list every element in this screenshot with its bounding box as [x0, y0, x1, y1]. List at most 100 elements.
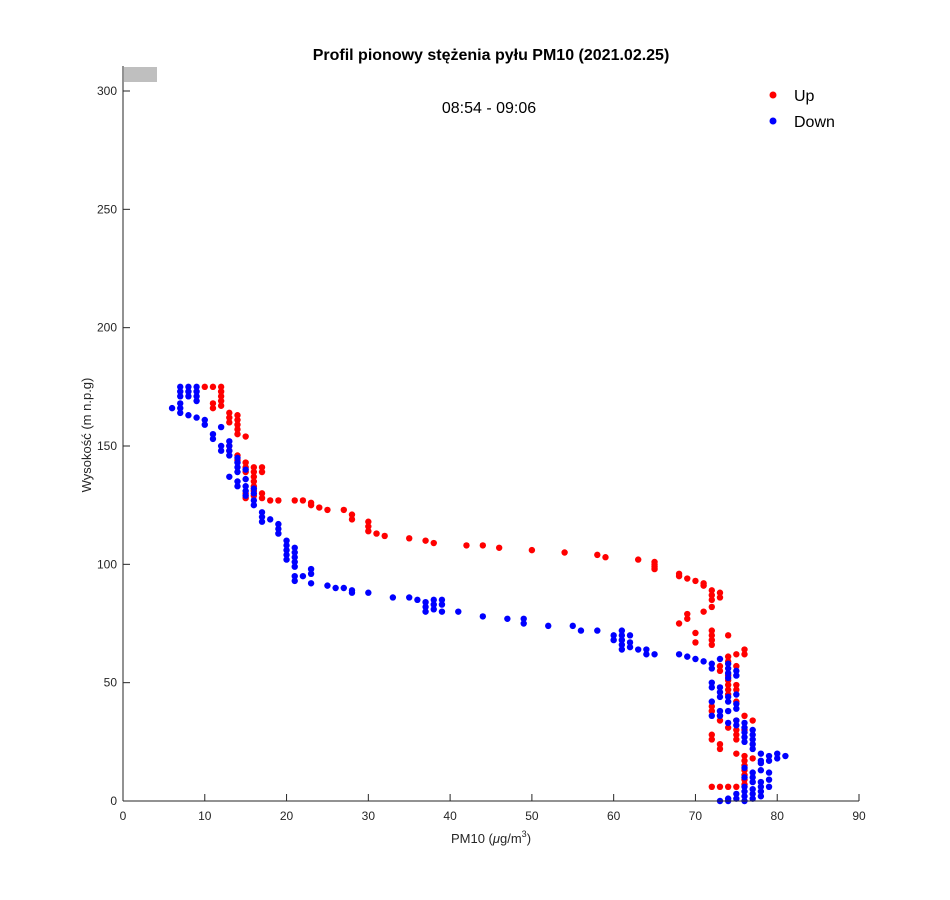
- data-point-up: [716, 783, 724, 790]
- data-point-down: [757, 793, 765, 800]
- data-point-up: [635, 556, 642, 563]
- data-point-down: [430, 606, 437, 613]
- data-point-down: [716, 655, 724, 663]
- data-point-down: [724, 670, 732, 677]
- data-point-down: [610, 636, 617, 644]
- data-point-up: [234, 416, 241, 424]
- data-point-up: [561, 549, 568, 556]
- data-point-down: [733, 700, 740, 708]
- x-tick-label: 70: [689, 809, 703, 823]
- data-point-down: [708, 665, 715, 672]
- y-tick-label: 250: [97, 202, 117, 216]
- x-axis-label-superscript: 3: [522, 829, 527, 839]
- data-point-up: [217, 397, 225, 405]
- data-point-down: [201, 416, 208, 424]
- data-point-down: [749, 778, 756, 786]
- data-point-up: [724, 632, 732, 639]
- data-point-up: [217, 393, 225, 400]
- data-point-down: [291, 554, 298, 561]
- data-point-down: [741, 764, 748, 772]
- data-point-down: [749, 769, 756, 776]
- data-point-up: [340, 506, 347, 514]
- data-point-down: [177, 393, 184, 400]
- data-point-up: [708, 591, 715, 599]
- data-point-down: [291, 577, 298, 585]
- y-tick-label: 300: [97, 84, 117, 98]
- data-point-down: [340, 584, 347, 592]
- data-point-down: [765, 769, 773, 776]
- data-point-up: [275, 497, 282, 504]
- x-tick-label: 10: [198, 809, 212, 823]
- data-point-up: [422, 537, 429, 544]
- data-point-up: [692, 629, 699, 637]
- data-point-up: [258, 494, 266, 502]
- data-point-up: [258, 490, 266, 497]
- data-point-down: [749, 795, 756, 802]
- data-point-down: [217, 447, 225, 454]
- legend-label-up: Up: [794, 88, 815, 105]
- data-point-down: [406, 594, 413, 601]
- data-point-down: [307, 565, 315, 573]
- data-point-down: [757, 759, 765, 767]
- data-point-up: [741, 757, 748, 764]
- data-point-up: [716, 662, 724, 670]
- y-tick-label: 150: [97, 439, 117, 453]
- data-point-up: [716, 594, 724, 601]
- data-point-down: [724, 795, 732, 802]
- data-point-down: [741, 783, 748, 790]
- x-tick-label: 0: [120, 809, 127, 823]
- data-point-down: [455, 608, 462, 615]
- data-point-down: [234, 483, 241, 490]
- data-point-up: [741, 646, 748, 653]
- data-point-down: [226, 452, 233, 459]
- x-tick-label: 40: [443, 809, 457, 823]
- x-tick-label: 60: [607, 809, 621, 823]
- data-point-down: [307, 570, 315, 577]
- x-axis-ticks: 0 10 20 30 40 50 60 70 80 90: [120, 794, 866, 823]
- data-point-down: [626, 632, 634, 639]
- data-point-up: [242, 459, 249, 466]
- data-point-down: [749, 745, 756, 753]
- data-point-up: [708, 703, 715, 710]
- data-point-up: [316, 504, 323, 511]
- data-point-down: [193, 388, 200, 395]
- data-point-down: [520, 615, 527, 622]
- legend-marker-up: [769, 91, 777, 99]
- data-point-down: [250, 490, 258, 497]
- data-point-down: [479, 613, 487, 620]
- data-point-up: [348, 511, 356, 518]
- data-point-down: [749, 736, 756, 743]
- data-point-down: [217, 442, 225, 450]
- data-point-down: [618, 627, 626, 634]
- data-point-up: [716, 741, 724, 748]
- data-point-down: [258, 509, 266, 516]
- data-point-up: [234, 412, 241, 419]
- data-point-down: [741, 738, 748, 746]
- data-point-up: [365, 518, 372, 525]
- data-point-down: [242, 492, 249, 499]
- data-point-up: [733, 681, 740, 689]
- data-point-down: [733, 672, 740, 679]
- scroll-indicator: [124, 67, 157, 82]
- data-point-down: [209, 430, 217, 438]
- data-point-down: [209, 435, 217, 443]
- chart-title: Profil pionowy stężenia pyłu PM10 (2021.…: [313, 47, 670, 64]
- data-point-up: [430, 539, 437, 547]
- data-point-down: [741, 724, 748, 731]
- data-point-down: [594, 627, 601, 634]
- data-point-down: [741, 719, 748, 727]
- data-point-down: [185, 412, 192, 419]
- data-point-up: [495, 544, 503, 551]
- data-point-down: [733, 790, 740, 798]
- data-point-down: [422, 599, 429, 606]
- data-point-up: [209, 400, 217, 407]
- data-point-up: [209, 383, 217, 391]
- data-point-down: [626, 643, 634, 651]
- data-point-down: [741, 733, 748, 741]
- data-point-down: [332, 584, 339, 592]
- data-point-up: [242, 433, 249, 440]
- y-tick-label: 0: [110, 794, 117, 808]
- data-point-down: [283, 551, 290, 559]
- data-point-down: [250, 501, 258, 509]
